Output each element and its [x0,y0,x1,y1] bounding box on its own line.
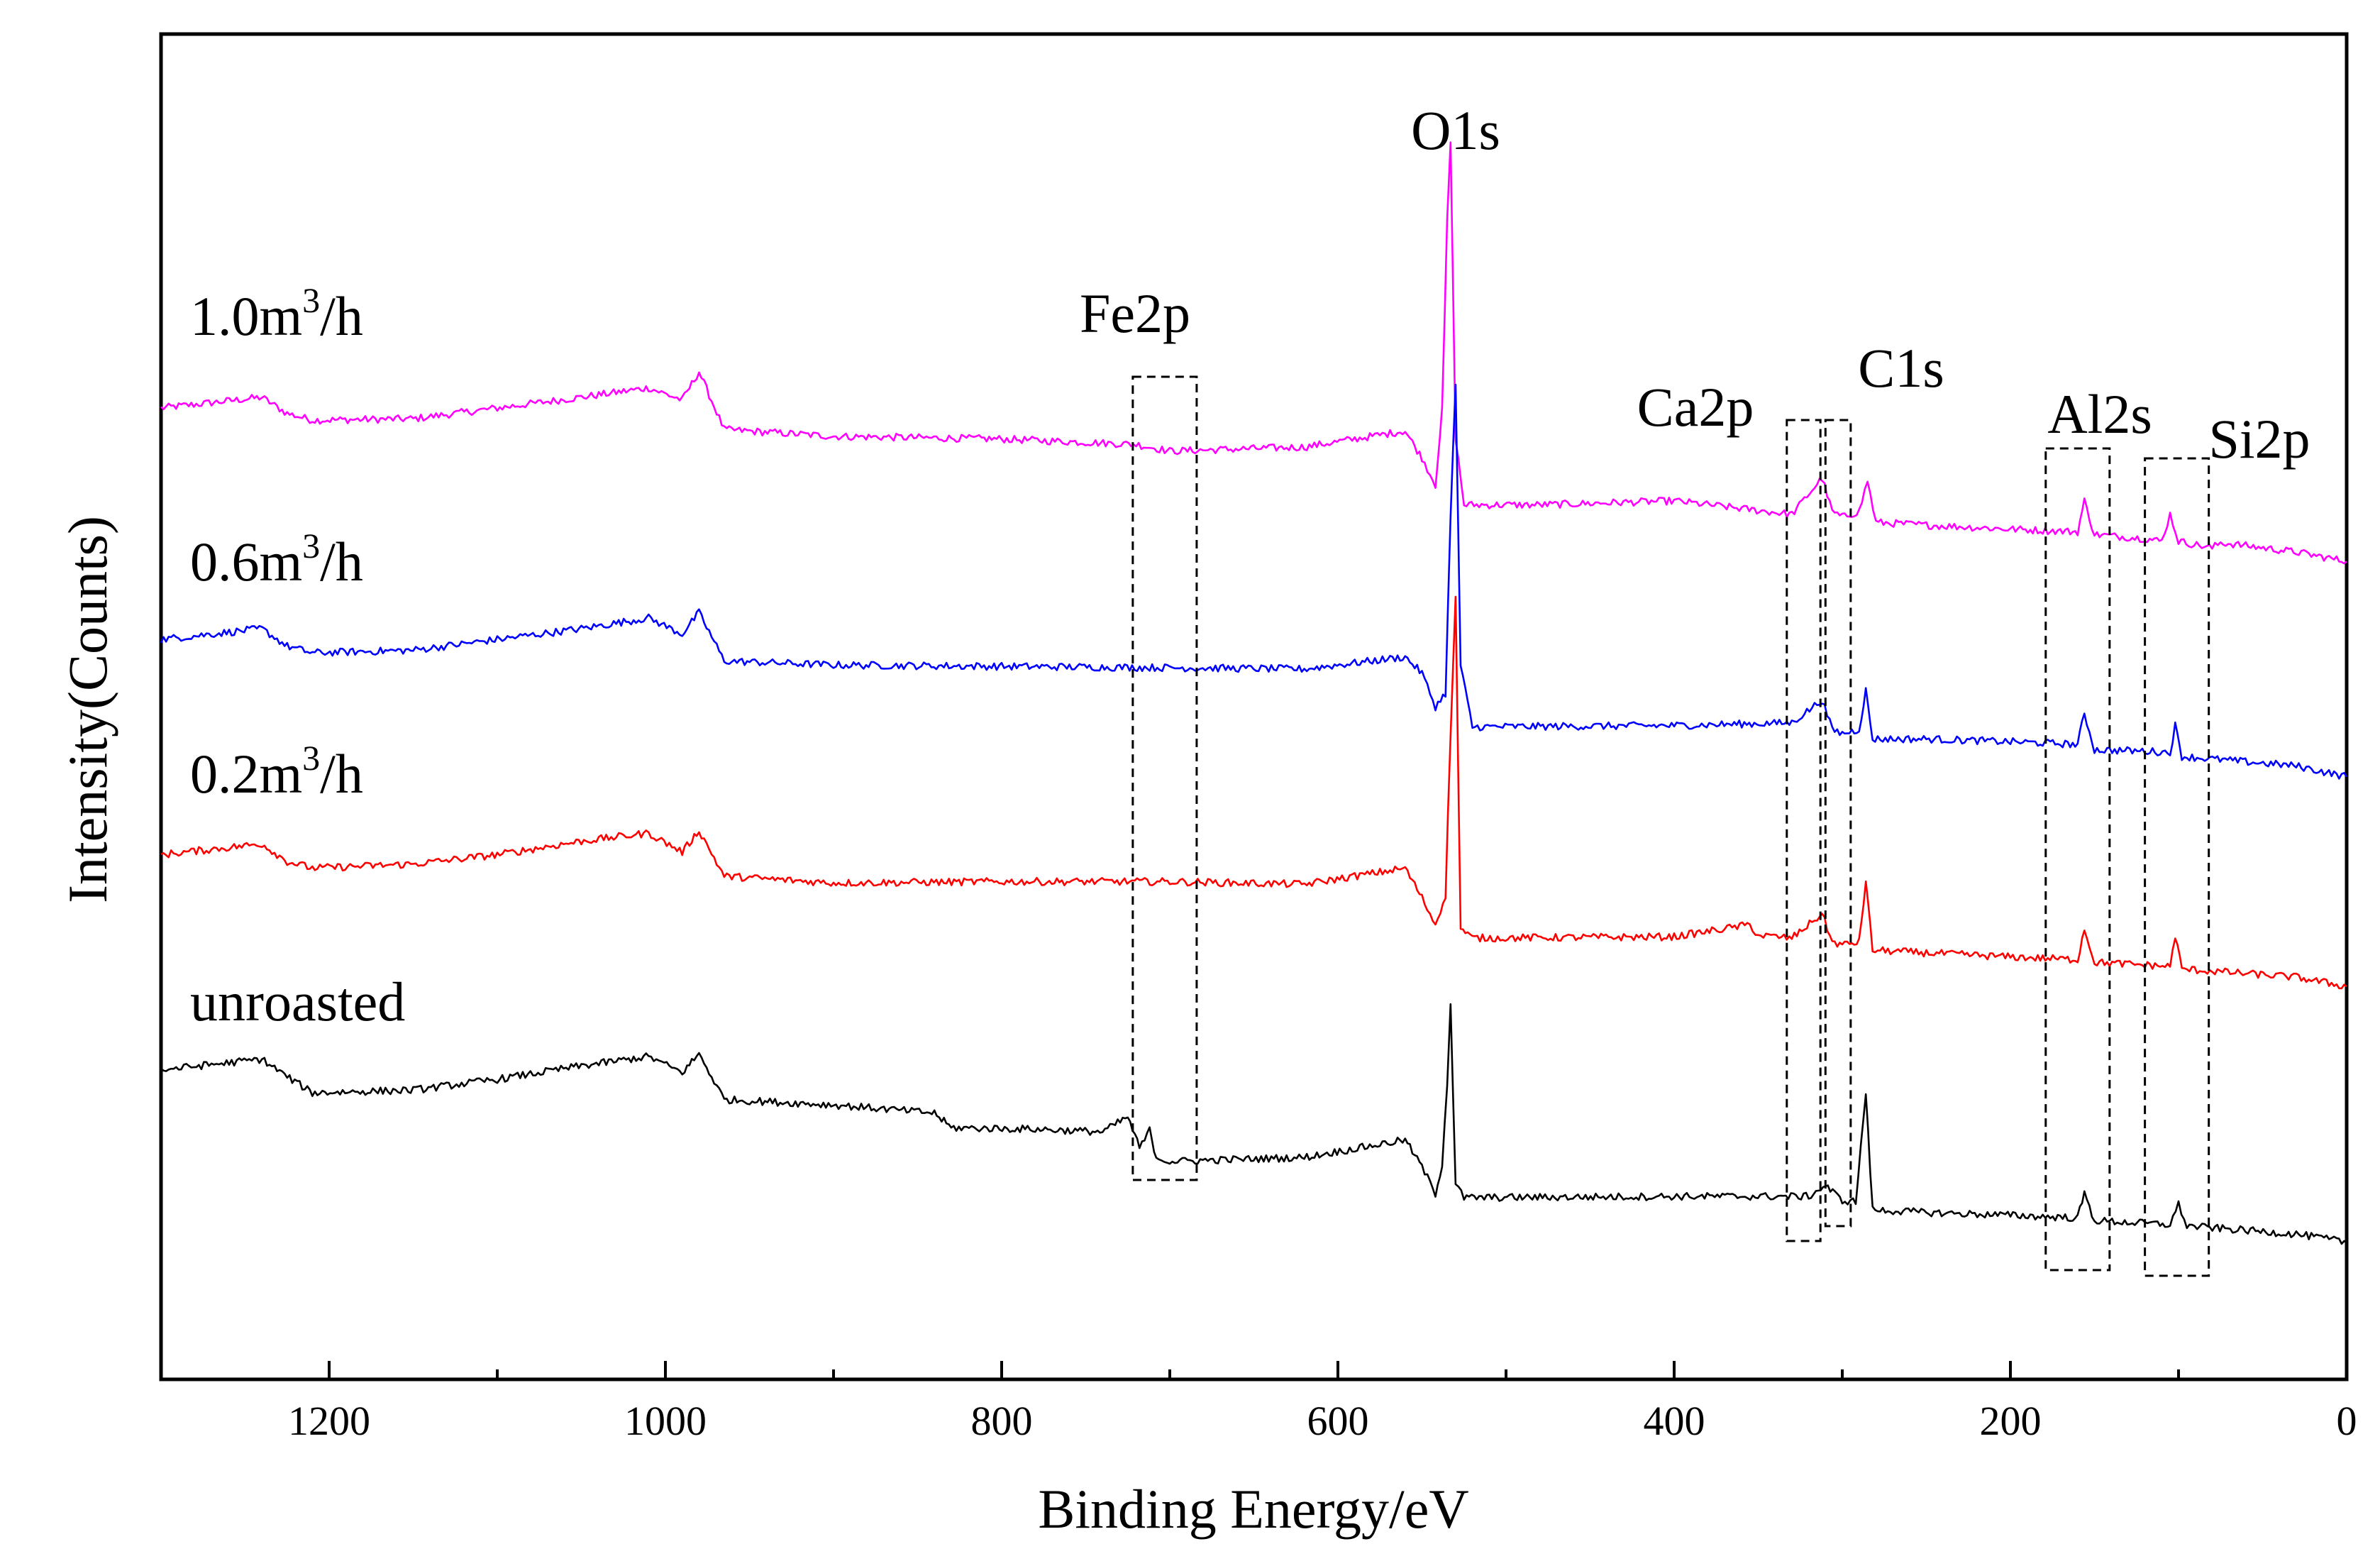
series-label-0-2: 0.2m3/h [190,738,363,805]
peak-box-al2s [2044,447,2111,1272]
series-label-0-6: 0.6m3/h [190,526,363,592]
plot-frame [159,32,2349,1381]
series-line-0 [160,141,2347,565]
x-tick-label: 1200 [288,1398,370,1444]
x-tick-label: 600 [1307,1398,1369,1444]
peak-box-ca2p [1786,419,1822,1242]
series-line-1 [160,383,2348,780]
y-axis-title: Intensity(Counts) [57,516,118,903]
peak-label-o1s: O1s [1411,99,1500,161]
peak-label-fe2p: Fe2p [1080,282,1190,344]
series-line-3 [160,1003,2347,1245]
x-tick-label: 1000 [624,1398,707,1444]
series-line-2 [160,595,2347,990]
peak-box-si2p [2144,457,2210,1277]
x-axis-ticks: 1200 1000 800 600 400 200 0 [160,1361,2357,1444]
x-tick-label: 400 [1644,1398,1705,1444]
x-tick-label: 200 [1980,1398,2042,1444]
spectra-traces [160,141,2348,1245]
peak-label-al2s: Al2s [2047,383,2152,445]
x-tick-label: 800 [971,1398,1033,1444]
peak-boxes [1131,375,2210,1277]
peak-label-c1s: C1s [1858,337,1944,399]
x-axis-title: Binding Energy/eV [1038,1478,1468,1540]
series-label-unroasted: unroasted [190,971,405,1032]
peak-label-si2p: Si2p [2208,408,2310,470]
peak-box-fe2p [1131,375,1198,1181]
x-tick-label: 0 [2337,1398,2357,1444]
peak-box-c1s [1824,419,1852,1228]
peak-label-ca2p: Ca2p [1637,376,1754,438]
series-label-1-0: 1.0m3/h [190,280,363,347]
